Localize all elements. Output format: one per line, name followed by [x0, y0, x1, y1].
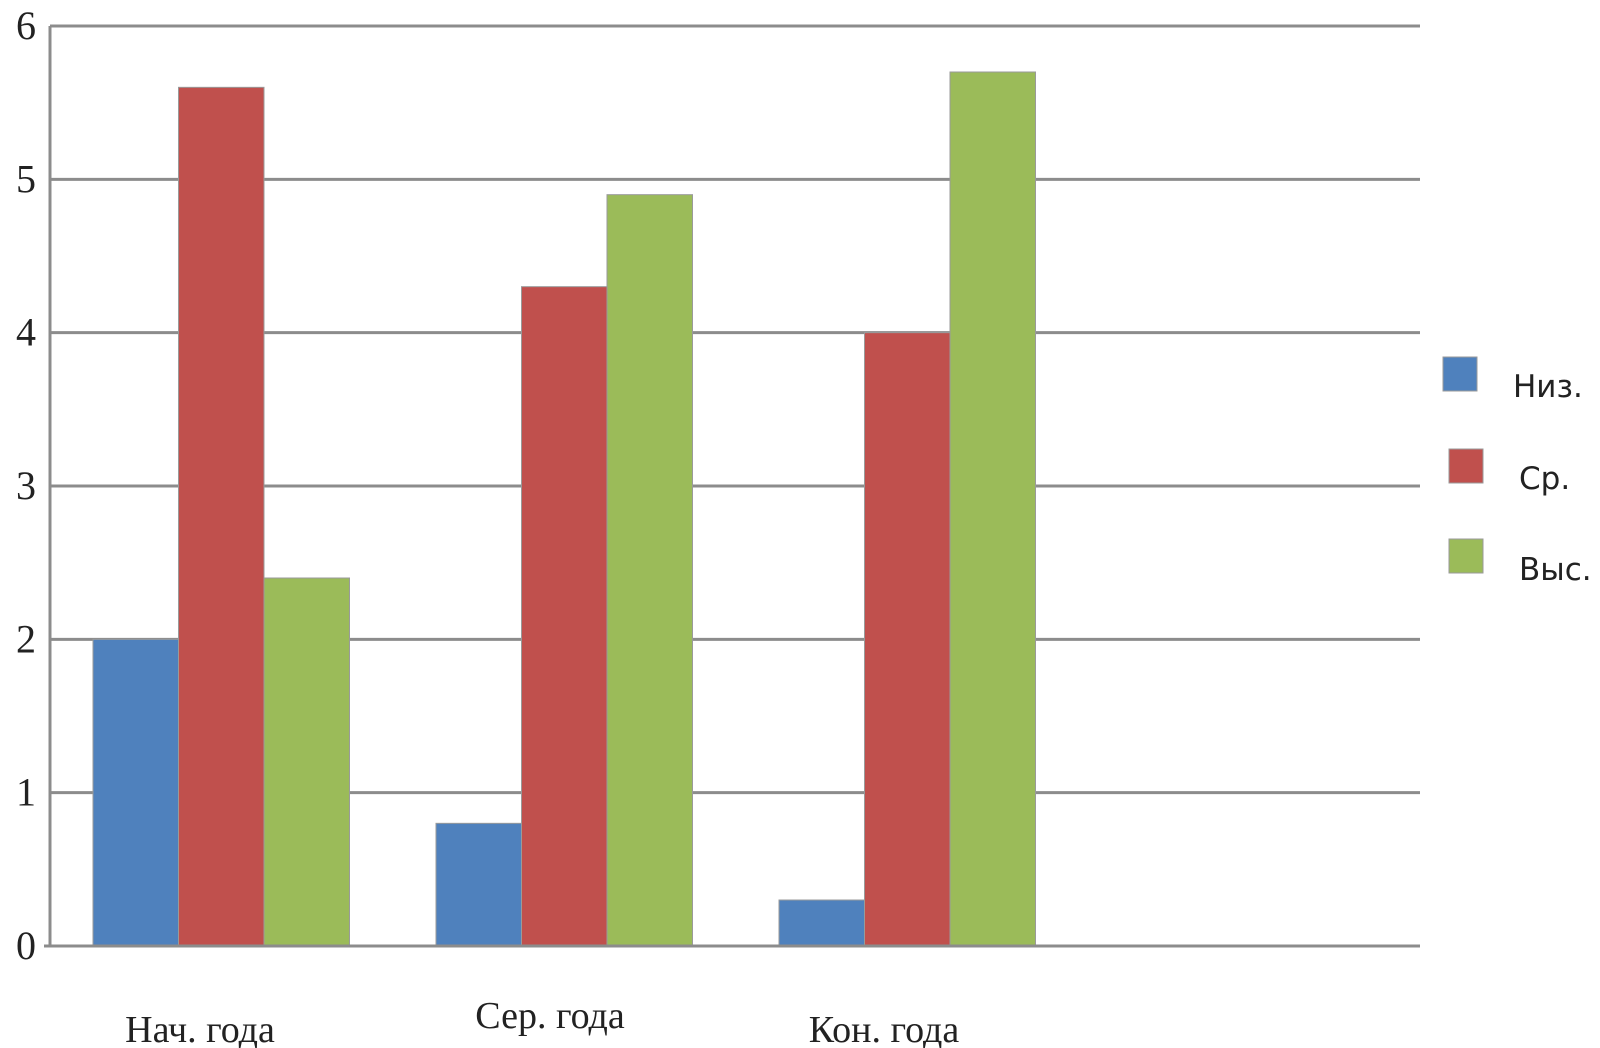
- legend-swatch-2: [1448, 538, 1484, 574]
- legend-label-1: Ср.: [1519, 461, 1570, 497]
- y-tick-label-5: 5: [16, 156, 36, 201]
- bar-Выс.-Сер. года: [606, 194, 693, 947]
- category-label-0: Нач. года: [125, 1009, 275, 1048]
- bar-Низ.-Сер. года: [435, 822, 522, 947]
- y-tick-label-0: 0: [16, 923, 36, 968]
- y-tick-label-1: 1: [16, 770, 36, 815]
- category-label-1: Сер. года: [475, 995, 625, 1037]
- y-tick-label-4: 4: [16, 310, 36, 355]
- bar-Низ.-Кон. года: [778, 899, 865, 947]
- y-tick-label-3: 3: [16, 463, 36, 508]
- y-tick-label-2: 2: [16, 616, 36, 661]
- legend-label-0: Низ.: [1513, 369, 1583, 405]
- x-axis: [44, 26, 1420, 948]
- bar-Ср.-Кон. года: [864, 332, 951, 947]
- y-axis-ticks: 0 1 2 3 4 5 6: [16, 3, 36, 968]
- bars: [92, 71, 1036, 947]
- legend-label-2: Выс.: [1519, 552, 1592, 588]
- bar-Выс.-Кон. года: [949, 71, 1036, 947]
- bar-Низ.-Нач. года: [92, 638, 179, 947]
- y-tick-label-6: 6: [16, 3, 36, 48]
- legend: Низ. Ср. Выс.: [1442, 356, 1592, 588]
- category-labels: Нач. года Сер. года Кон. года: [125, 995, 959, 1048]
- legend-swatch-1: [1448, 448, 1484, 484]
- bar-Выс.-Нач. года: [263, 577, 350, 947]
- bar-Ср.-Сер. года: [521, 286, 608, 947]
- category-label-2: Кон. года: [809, 1009, 960, 1048]
- bar-Ср.-Нач. года: [178, 86, 265, 947]
- legend-swatch-0: [1442, 356, 1478, 392]
